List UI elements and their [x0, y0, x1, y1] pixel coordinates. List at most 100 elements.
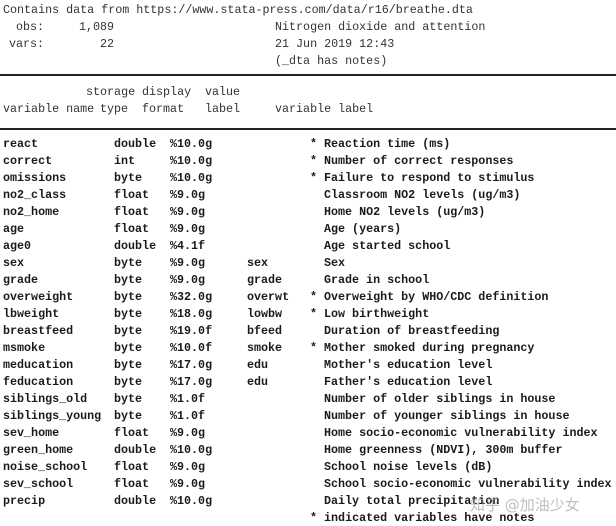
variable-name: no2_class — [3, 188, 67, 202]
variable-name: react — [3, 137, 39, 151]
variable-name: correct — [3, 154, 53, 168]
storage-type: byte — [114, 324, 143, 338]
table-row: react double %10.0g * Reaction time (ms) — [0, 137, 616, 154]
contains-data-line: Contains data from https://www.stata-pre… — [3, 3, 473, 17]
divider-top — [0, 74, 616, 76]
storage-type: byte — [114, 375, 143, 389]
variable-label: Daily total precipitation — [324, 494, 500, 508]
display-format: %18.0g — [170, 307, 213, 321]
storage-type: byte — [114, 171, 143, 185]
table-row: noise_school float %9.0g School noise level… — [0, 460, 616, 477]
table-row: meducation byte %17.0g edu Mother's educatio… — [0, 358, 616, 375]
table-row: grade byte %9.0g grade Grade in school — [0, 273, 616, 290]
variable-label: Home greenness (NDVI), 300m buffer — [324, 443, 563, 457]
variable-name: meducation — [3, 358, 74, 372]
storage-type: int — [114, 154, 136, 168]
variable-name: age — [3, 222, 25, 236]
variable-name: sex — [3, 256, 25, 270]
note-marker: * — [310, 290, 318, 304]
storage-type: double — [114, 443, 157, 457]
value-label: edu — [247, 375, 269, 389]
variable-name: feducation — [3, 375, 74, 389]
vars-value: 22 — [100, 37, 115, 51]
table-row: omissions byte %10.0g * Failure to respond t… — [0, 171, 616, 188]
display-format: %9.0g — [170, 273, 206, 287]
variable-label: Number of correct responses — [324, 154, 514, 168]
variable-label: Number of older siblings in house — [324, 392, 556, 406]
footnote: * indicated variables have notes — [310, 511, 535, 525]
col-header-display: display — [142, 85, 192, 99]
storage-type: byte — [114, 409, 143, 423]
display-format: %9.0g — [170, 426, 206, 440]
variable-label: Failure to respond to stimulus — [324, 171, 535, 185]
display-format: %9.0g — [170, 222, 206, 236]
note-marker: * — [310, 154, 318, 168]
table-row: age0 double %4.1f Age started school — [0, 239, 616, 256]
col-header-label: label — [205, 102, 241, 116]
vars-label: vars: — [9, 37, 45, 51]
variable-name: green_home — [3, 443, 74, 457]
variable-label: Duration of breastfeeding — [324, 324, 500, 338]
variable-name: lbweight — [3, 307, 60, 321]
value-label: grade — [247, 273, 283, 287]
value-label: bfeed — [247, 324, 283, 338]
variable-label: Reaction time (ms) — [324, 137, 451, 151]
table-row: age float %9.0g Age (years) — [0, 222, 616, 239]
table-row: sex byte %9.0g sex Sex — [0, 256, 616, 273]
variable-name: siblings_young — [3, 409, 102, 423]
dataset-notes: (_dta has notes) — [275, 54, 388, 68]
variable-name: overweight — [3, 290, 74, 304]
variable-label: Home socio-economic vulnerability index — [324, 426, 598, 440]
variable-label: Age (years) — [324, 222, 402, 236]
storage-type: byte — [114, 273, 143, 287]
storage-type: byte — [114, 256, 143, 270]
variable-label: Age started school — [324, 239, 451, 253]
variable-name: grade — [3, 273, 39, 287]
variable-label: Overweight by WHO/CDC definition — [324, 290, 549, 304]
variable-name: precip — [3, 494, 46, 508]
value-label: smoke — [247, 341, 283, 355]
display-format: %9.0g — [170, 256, 206, 270]
storage-type: byte — [114, 358, 143, 372]
variable-label: Number of younger siblings in house — [324, 409, 570, 423]
storage-type: float — [114, 222, 150, 236]
value-label: sex — [247, 256, 269, 270]
storage-type: float — [114, 460, 150, 474]
variable-name: sev_home — [3, 426, 60, 440]
table-row: lbweight byte %18.0g lowbw * Low birthweight — [0, 307, 616, 324]
divider-header — [0, 128, 616, 130]
display-format: %32.0g — [170, 290, 213, 304]
display-format: %4.1f — [170, 239, 206, 253]
table-row: overweight byte %32.0g overwt * Overweight by… — [0, 290, 616, 307]
display-format: %9.0g — [170, 188, 206, 202]
variable-label: School socio-economic vulnerability inde… — [324, 477, 612, 491]
display-format: %1.0f — [170, 409, 206, 423]
display-format: %10.0g — [170, 154, 213, 168]
display-format: %10.0g — [170, 443, 213, 457]
display-format: %17.0g — [170, 375, 213, 389]
variable-label: Mother's education level — [324, 358, 493, 372]
variable-label: Low birthweight — [324, 307, 430, 321]
storage-type: float — [114, 426, 150, 440]
display-format: %19.0f — [170, 324, 213, 338]
storage-type: byte — [114, 392, 143, 406]
value-label: lowbw — [247, 307, 283, 321]
display-format: %1.0f — [170, 392, 206, 406]
col-header-value: value — [205, 85, 241, 99]
table-row: feducation byte %17.0g edu Father's educatio… — [0, 375, 616, 392]
display-format: %10.0f — [170, 341, 213, 355]
variable-label: Classroom NO2 levels (ug/m3) — [324, 188, 521, 202]
variable-label: Sex — [324, 256, 346, 270]
storage-type: double — [114, 494, 157, 508]
storage-type: double — [114, 137, 157, 151]
table-row: precip double %10.0g Daily total precipitat… — [0, 494, 616, 511]
dataset-timestamp: 21 Jun 2019 12:43 — [275, 37, 395, 51]
storage-type: float — [114, 205, 150, 219]
variable-label: Father's education level — [324, 375, 493, 389]
note-marker: * — [310, 171, 318, 185]
variable-name: siblings_old — [3, 392, 88, 406]
table-row: correct int %10.0g * Number of correct respo… — [0, 154, 616, 171]
storage-type: byte — [114, 290, 143, 304]
table-row: siblings_young byte %1.0f Number of younger… — [0, 409, 616, 426]
value-label: overwt — [247, 290, 290, 304]
